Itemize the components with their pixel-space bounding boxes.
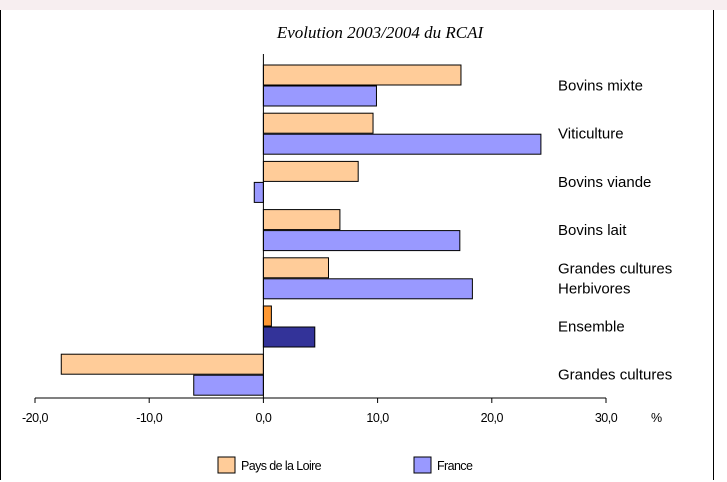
legend-label-1: France [437,459,473,473]
x-tick-label: -10,0 [136,411,163,425]
category-label: Bovins viande [558,174,651,191]
category-labels: Bovins mixte Viticulture Bovins viande Bovi… [558,78,672,384]
x-tick-label: -20,0 [22,411,49,425]
x-tick-label: 10,0 [366,411,389,425]
chart-title: Evolution 2003/2004 du RCAI [276,23,485,42]
bar-0-6 [60,353,264,375]
x-axis: -20,0 -10,0 0,0 10,0 20,0 30,0% [22,54,663,425]
category-label: Viticulture [558,126,624,143]
category-label: Grandes cultures [558,260,672,277]
bar-1-0 [262,85,377,107]
bar-1-1 [262,133,542,155]
bar-0-4 [262,257,329,279]
top-band [0,0,727,10]
legend: Pays de la Loire France [217,456,474,474]
legend-swatch-0 [217,456,236,474]
bar-1-5 [262,326,316,348]
chart-border [0,10,714,480]
bar-0-1 [262,112,374,134]
legend-label-0: Pays de la Loire [241,459,322,473]
category-label: Ensemble [558,319,625,336]
category-label: Bovins lait [558,222,627,239]
category-label: Herbivores [558,280,631,297]
bar-0-5 [262,305,272,327]
x-tick-label: 30,0 [595,411,618,425]
bar-0-3 [262,209,341,231]
bar-1-6 [193,374,264,396]
bar-1-4 [262,278,473,300]
category-label: Bovins mixte [558,78,643,95]
bar-1-3 [262,230,461,252]
category-label: Grandes cultures [558,367,672,384]
unit-label: % [651,411,662,425]
bar-0-0 [262,64,462,86]
x-tick-label: 0,0 [255,411,271,425]
legend-swatch-1 [413,456,432,474]
x-tick-label: 20,0 [481,411,504,425]
bar-1-2 [253,181,264,203]
bar-0-2 [262,160,359,182]
bars-group [60,64,542,396]
